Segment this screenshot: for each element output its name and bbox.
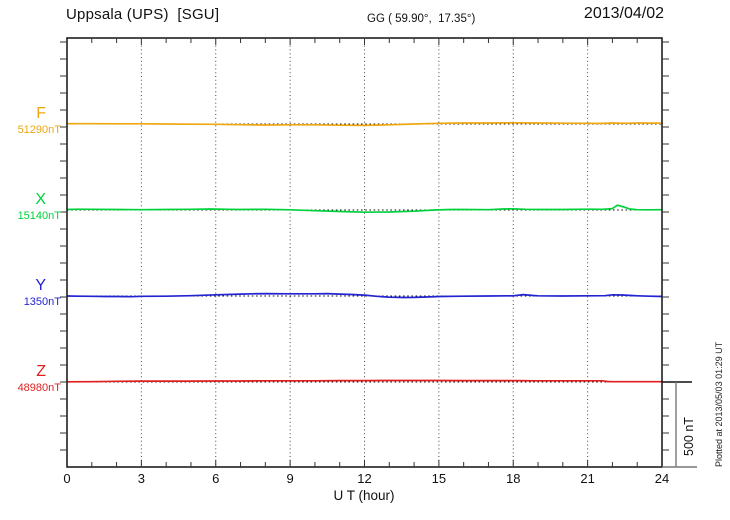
- plot-date: 2013/04/02: [583, 5, 664, 22]
- x-tick-label-12: 12: [357, 471, 372, 486]
- x-tick-label-24: 24: [654, 471, 670, 486]
- plot-frame: [66, 37, 663, 468]
- trace-F: [67, 121, 663, 127]
- x-tick-label-18: 18: [506, 471, 521, 486]
- trace-Y: [66, 292, 663, 299]
- x-tick-label-0: 0: [63, 471, 71, 486]
- plotted-timestamp-note: Plotted at 2013/05/03 01:29 UT: [714, 341, 724, 467]
- channel-baseline-value: 48980nT: [17, 382, 61, 394]
- geographic-coordinates: GG ( 59.90°, 17.35°): [367, 13, 476, 25]
- channel-label-X: X 15140nT: [0, 192, 62, 222]
- channel-baseline-value: 1350nT: [23, 296, 61, 308]
- scale-bar-label: 500 nT: [682, 417, 696, 456]
- channel-label-Y: Y 1350nT: [0, 278, 62, 308]
- channel-letter: F: [36, 105, 46, 122]
- channel-label-Z: Z 48980nT: [0, 364, 62, 394]
- x-tick-label-9: 9: [286, 471, 294, 486]
- x-tick-label-3: 3: [137, 471, 145, 486]
- channel-letter: X: [35, 191, 46, 208]
- trace-X: [66, 204, 663, 214]
- channel-letter: Z: [36, 363, 46, 380]
- x-tick-label-6: 6: [212, 471, 220, 486]
- channel-letter: Y: [35, 277, 46, 294]
- x-tick-label-21: 21: [580, 471, 595, 486]
- station-title: Uppsala (UPS) [SGU]: [66, 6, 220, 23]
- channel-label-F: F 51290nT: [0, 106, 62, 136]
- channel-baseline-value: 51290nT: [17, 124, 61, 136]
- x-tick-label-15: 15: [431, 471, 447, 486]
- trace-Z: [66, 379, 662, 383]
- channel-baseline-value: 15140nT: [17, 210, 61, 222]
- x-axis-title: U T (hour): [333, 488, 395, 503]
